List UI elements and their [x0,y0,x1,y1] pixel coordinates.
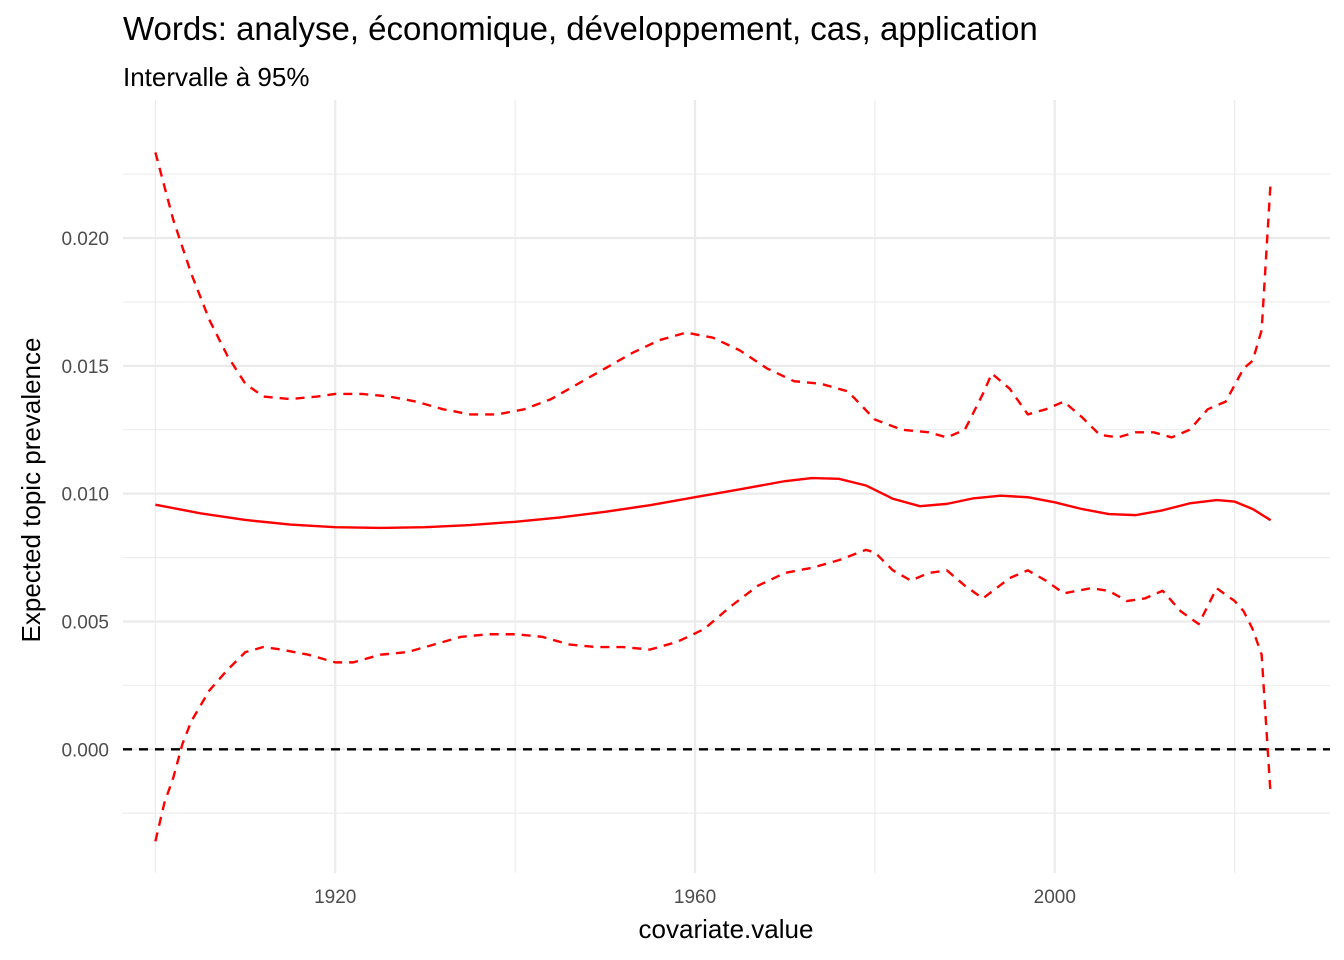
tick-layer: 1920 1960 2000 0.000 0.005 0.010 0.015 0.020 [61,229,1075,908]
lower-series-line [154,548,1272,842]
y-tick-label: 0.020 [61,229,109,250]
grid-layer [123,100,1330,873]
x-tick-label: 1920 [314,887,356,908]
y-tick-label: 0.010 [61,485,109,506]
y-axis-title: Expected topic prevalence [16,338,46,643]
chart-subtitle: Intervalle à 95% [123,62,309,92]
chart-title: Words: analyse, économique, développemen… [123,10,1038,47]
y-tick-label: 0.005 [61,612,109,633]
x-tick-label: 2000 [1034,887,1076,908]
series-layer [123,152,1330,842]
upper-series-line [154,152,1272,439]
x-axis-title: covariate.value [639,914,814,944]
x-tick-label: 1960 [674,887,716,908]
estimate-series-line [155,476,1272,530]
y-tick-label: 0.000 [61,740,109,761]
y-tick-label: 0.015 [61,357,109,378]
